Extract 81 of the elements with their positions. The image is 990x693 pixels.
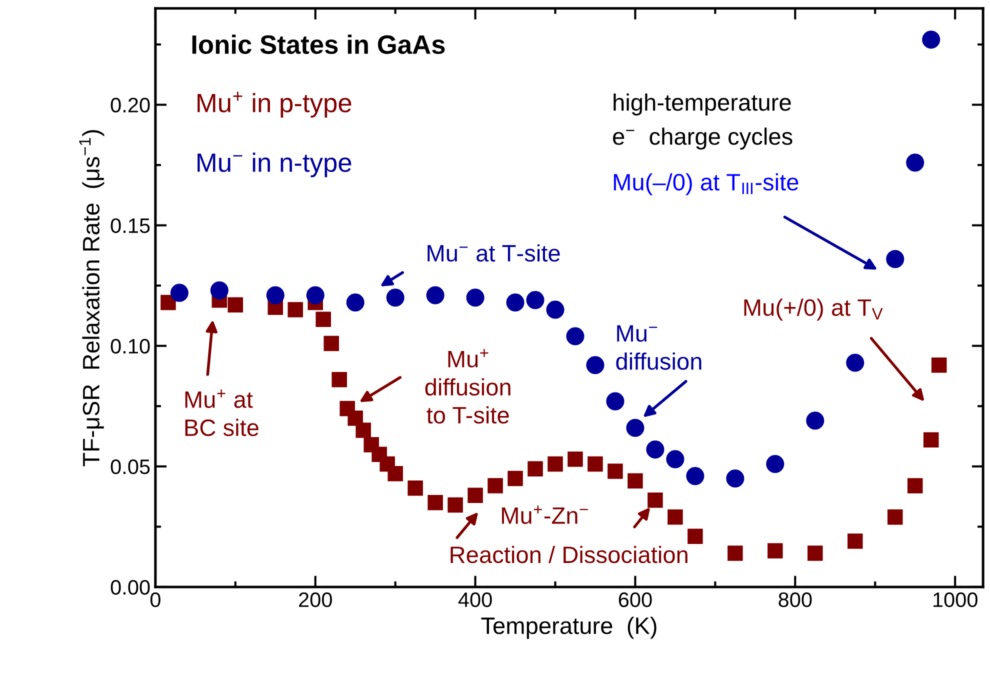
point <box>506 293 524 312</box>
point <box>332 372 347 388</box>
point <box>906 154 924 172</box>
point <box>266 286 284 304</box>
x-axis-title: Temperature (K) <box>481 616 656 639</box>
point <box>648 492 663 508</box>
point <box>508 470 523 486</box>
point <box>608 464 623 479</box>
point <box>316 312 331 327</box>
text: Mu$^{−}$ in n-type <box>198 152 352 178</box>
annotation: Mu$^{−}$ at T-site <box>428 244 560 262</box>
annotation: Mu$^{+}$-Zn$^{−}$ <box>502 505 588 524</box>
point <box>526 291 544 310</box>
point <box>726 469 744 488</box>
point <box>847 534 863 549</box>
point <box>628 473 643 489</box>
text: Mu$^{−}$ diffusion <box>616 325 702 370</box>
point <box>288 302 304 318</box>
point <box>666 450 684 468</box>
point <box>586 356 604 374</box>
y-tick-label: 0.15 <box>110 218 150 234</box>
x-tick-label: 0 <box>150 592 160 608</box>
point <box>606 392 624 410</box>
point <box>568 452 583 467</box>
y-tick-label: 0.10 <box>110 338 150 354</box>
x-tick-label: 400 <box>458 592 492 608</box>
x-tick-label: 800 <box>778 592 812 608</box>
point <box>626 418 644 437</box>
point <box>546 300 564 319</box>
point <box>808 546 823 561</box>
point <box>931 358 947 373</box>
point <box>170 284 188 302</box>
x-tick-label: 200 <box>299 592 332 608</box>
point <box>728 546 743 561</box>
point <box>468 488 483 503</box>
point <box>324 336 339 352</box>
point <box>356 422 371 438</box>
point <box>588 456 603 472</box>
point <box>306 286 324 304</box>
point <box>488 478 503 494</box>
point <box>686 467 704 486</box>
annotation: Mu(+/0) at T$_{V}$ <box>744 298 883 321</box>
point <box>548 456 563 472</box>
point <box>346 293 364 312</box>
text: Mu$^{+}$ diffusion to T-site <box>425 348 510 424</box>
point <box>766 454 784 474</box>
point <box>887 509 903 525</box>
point <box>210 281 228 300</box>
annotation: Mu$^{+}$ at BC site <box>185 389 258 436</box>
text: Ionic States in GaAs <box>192 34 445 54</box>
point <box>668 509 683 525</box>
point <box>768 543 783 558</box>
point <box>886 250 904 268</box>
point <box>646 440 664 459</box>
point <box>388 466 403 482</box>
point <box>846 354 864 372</box>
point <box>466 288 484 307</box>
annotation: Mu(–/0) at T$_{III}$-site <box>614 173 798 196</box>
point <box>566 327 584 346</box>
point <box>806 412 824 430</box>
text: Mu$^{+}$ in p-type <box>198 92 352 118</box>
x-tick-label: 600 <box>618 592 652 608</box>
point <box>428 494 443 510</box>
point <box>688 528 703 544</box>
point <box>922 30 940 49</box>
point <box>160 294 176 310</box>
annotation: Reaction / Dissociation <box>450 546 688 564</box>
y-tick-label: 0.20 <box>110 98 150 113</box>
point <box>528 461 543 476</box>
x-tick-label: 1000 <box>934 592 978 608</box>
point <box>386 288 404 307</box>
point <box>426 286 444 304</box>
point <box>228 297 244 313</box>
y-tick-label: 0.05 <box>110 459 150 474</box>
y-tick-label: 0.00 <box>110 580 150 595</box>
point <box>408 480 423 496</box>
point <box>448 497 463 513</box>
point <box>907 478 923 494</box>
y-axis-title: TF-μSR Relaxation Rate (μs$^{−1}$) <box>79 130 104 466</box>
point <box>923 432 939 448</box>
annotation: high-temperature e$^{−}$ charge cycles <box>613 94 792 150</box>
